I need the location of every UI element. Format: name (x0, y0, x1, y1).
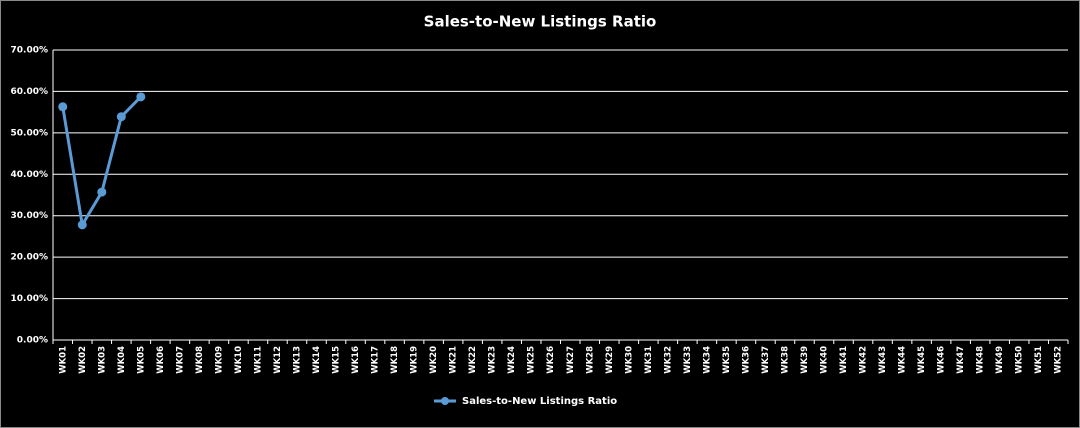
x-tick-label: WK26 (546, 346, 556, 374)
x-tick-label: WK21 (449, 346, 459, 374)
x-tick-label: WK43 (878, 346, 888, 374)
x-tick-label: WK41 (839, 346, 849, 374)
x-tick-label: WK06 (156, 346, 166, 374)
x-tick-label: WK25 (527, 346, 537, 374)
legend-marker (441, 397, 449, 405)
data-point (77, 220, 87, 230)
x-tick-label: WK45 (917, 346, 927, 374)
x-tick-label: WK11 (253, 346, 263, 374)
x-tick-label: WK09 (214, 346, 224, 374)
x-tick-label: WK46 (937, 346, 947, 374)
x-tick-label: WK30 (624, 346, 634, 374)
x-tick-label: WK52 (1054, 346, 1064, 374)
x-tick-label: WK48 (976, 346, 986, 374)
x-tick-label: WK24 (507, 346, 517, 374)
data-point (58, 102, 68, 112)
y-tick-label: 30.00% (11, 211, 49, 221)
x-tick-label: WK40 (820, 346, 830, 374)
x-tick-label: WK35 (722, 346, 732, 374)
x-tick-label: WK13 (292, 346, 302, 374)
x-tick-label: WK51 (1034, 346, 1044, 374)
x-tick-label: WK49 (995, 346, 1005, 374)
x-tick-label: WK37 (761, 346, 771, 374)
x-tick-label: WK23 (488, 346, 498, 374)
x-tick-label: WK19 (410, 346, 420, 374)
y-tick-label: 70.00% (11, 46, 49, 56)
x-tick-label: WK38 (780, 346, 790, 374)
x-tick-label: WK05 (136, 346, 146, 374)
x-tick-label: WK15 (332, 346, 342, 374)
x-tick-label: WK22 (468, 346, 478, 374)
x-tick-label: WK50 (1015, 346, 1025, 374)
x-tick-label: WK10 (234, 346, 244, 374)
data-point (97, 187, 107, 197)
y-tick-label: 0.00% (17, 336, 48, 346)
x-tick-label: WK36 (741, 346, 751, 374)
chart-title: Sales-to-New Listings Ratio (424, 13, 657, 31)
x-tick-label: WK28 (585, 346, 595, 374)
x-tick-label: WK08 (195, 346, 205, 374)
x-tick-label: WK07 (175, 346, 185, 374)
x-tick-label: WK44 (898, 346, 908, 374)
x-tick-label: WK34 (702, 346, 712, 374)
x-tick-label: WK32 (663, 346, 673, 374)
y-tick-label: 20.00% (11, 253, 49, 263)
x-tick-label: WK01 (58, 346, 68, 374)
x-tick-label: WK29 (605, 346, 615, 374)
y-tick-label: 60.00% (11, 87, 49, 97)
x-tick-label: WK33 (683, 346, 693, 374)
x-tick-label: WK16 (351, 346, 361, 374)
legend-label: Sales-to-New Listings Ratio (462, 396, 617, 407)
x-tick-label: WK02 (78, 346, 88, 374)
x-tick-label: WK12 (273, 346, 283, 374)
x-tick-label: WK39 (800, 346, 810, 374)
x-tick-label: WK18 (390, 346, 400, 374)
x-tick-label: WK04 (117, 346, 127, 374)
data-point (116, 112, 126, 122)
y-tick-label: 50.00% (11, 128, 49, 138)
x-tick-label: WK14 (312, 346, 322, 374)
x-tick-label: WK27 (566, 346, 576, 374)
y-tick-label: 40.00% (11, 170, 49, 180)
x-tick-label: WK42 (859, 346, 869, 374)
x-tick-label: WK31 (644, 346, 654, 374)
x-tick-label: WK20 (429, 346, 439, 374)
y-tick-label: 10.00% (11, 294, 49, 304)
x-tick-label: WK17 (371, 346, 381, 374)
x-tick-label: WK03 (97, 346, 107, 374)
x-tick-label: WK47 (956, 346, 966, 374)
data-point (136, 92, 146, 102)
